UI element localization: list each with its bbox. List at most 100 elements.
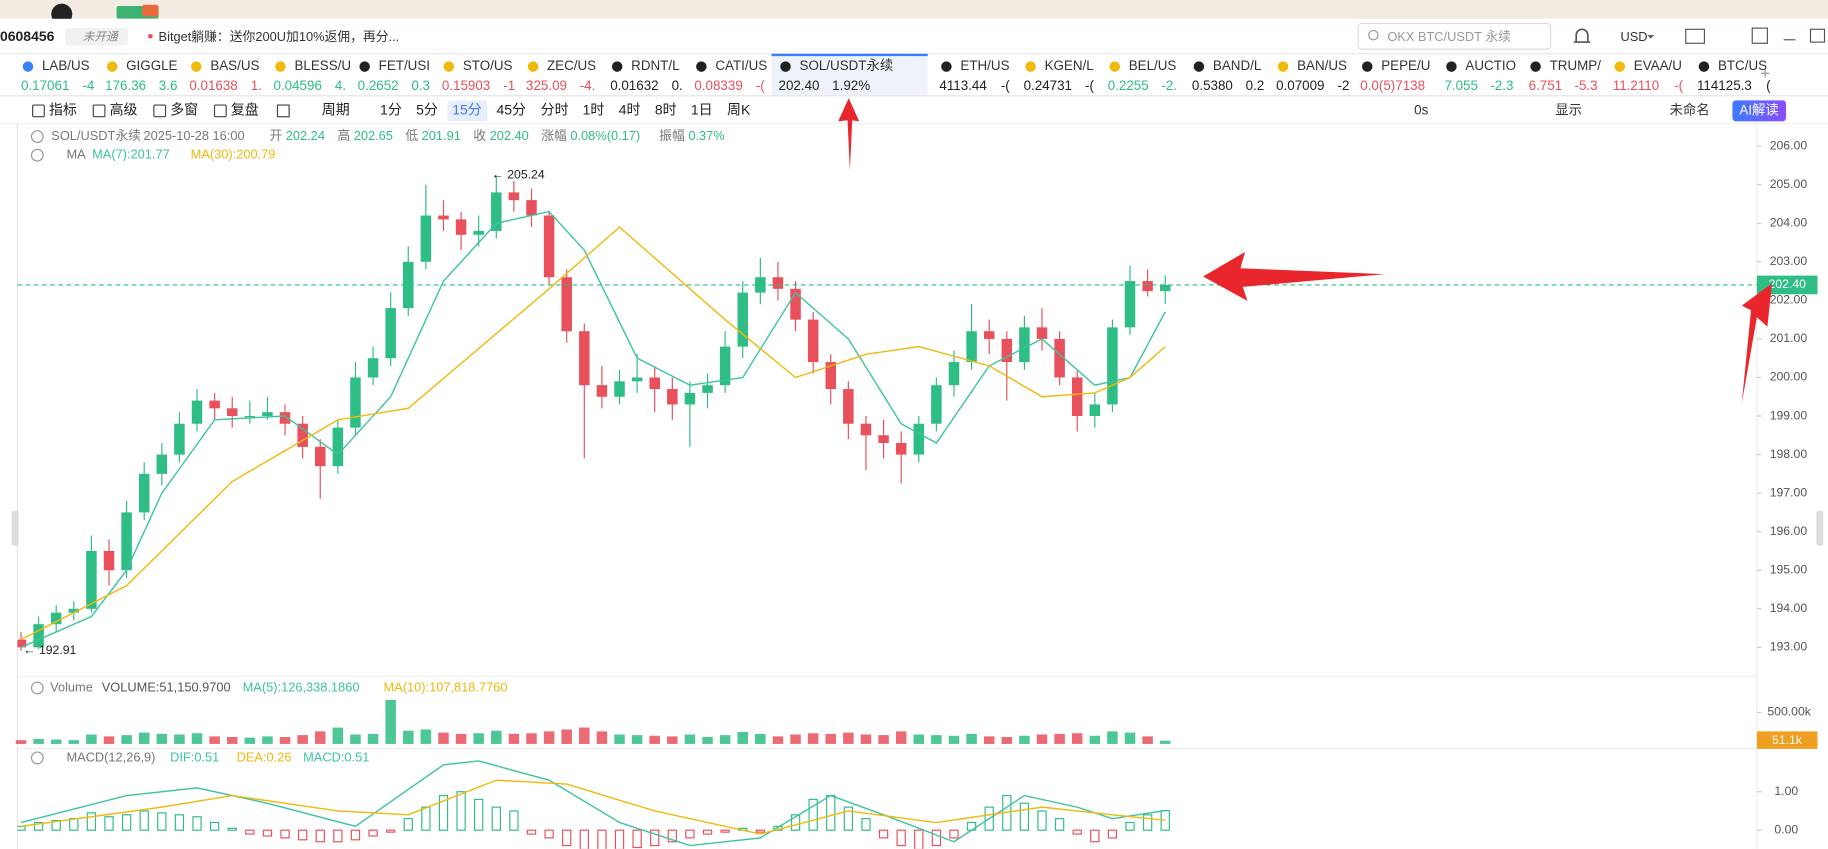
ticker-name[interactable]: CATI/US — [715, 58, 767, 73]
ticker-change[interactable]: -5.3 — [1574, 78, 1597, 93]
interval-button[interactable]: 1时 — [583, 102, 605, 118]
ticker-price[interactable]: 7.055 — [1444, 78, 1478, 93]
ticker-name[interactable]: BEL/US — [1129, 58, 1177, 73]
right-handle[interactable] — [1816, 510, 1824, 546]
maximize-icon[interactable] — [1809, 28, 1826, 43]
ticker-price[interactable]: 0.0(5)7138 — [1360, 78, 1425, 93]
ticker-price[interactable]: 0.17061 — [21, 78, 69, 93]
layout-icon[interactable] — [1751, 27, 1768, 44]
ticker-name[interactable]: LAB/US — [42, 58, 90, 73]
ticker-name[interactable]: ZEC/US — [547, 58, 596, 73]
bell-icon[interactable] — [1573, 28, 1591, 43]
ticker-name[interactable]: BTC/US — [1718, 58, 1767, 73]
ticker-change[interactable]: -2. — [1161, 78, 1177, 93]
pane-toggle[interactable] — [30, 148, 44, 162]
macd-bar — [262, 829, 273, 837]
ticker-name[interactable]: BAS/US — [210, 58, 259, 73]
search-placeholder[interactable]: OKX BTC/USDT 永续 — [1387, 29, 1511, 44]
ticker-change[interactable]: -( — [756, 78, 765, 93]
macd-bar — [192, 816, 202, 831]
ticker-name[interactable]: STO/US — [463, 58, 513, 73]
ticker-change[interactable]: -4. — [580, 78, 596, 93]
ticker-price[interactable]: 0.08339 — [694, 78, 742, 93]
promo-text[interactable]: Bitget躺赚：送你200U加10%返佣，再分... — [159, 29, 400, 44]
ticker-change[interactable]: -( — [1674, 78, 1683, 93]
interval-button[interactable]: 1分 — [380, 102, 402, 118]
macd-tick-label: 0.00 — [1774, 822, 1798, 836]
ticker-name[interactable]: RDNT/L — [631, 58, 679, 73]
ticker-change[interactable]: 1.92% — [832, 78, 870, 93]
interval-button[interactable]: 4时 — [619, 102, 641, 118]
ticker-change[interactable]: 0. — [672, 78, 683, 93]
pane-toggle[interactable] — [30, 751, 44, 765]
ticker-name[interactable]: TRUMP/ — [1550, 58, 1602, 73]
ticker-name[interactable]: BAND/L — [1213, 58, 1261, 73]
ticker-name[interactable]: EVAA/U — [1634, 58, 1682, 73]
ticker-change[interactable]: 0.3 — [411, 78, 430, 93]
interval-button[interactable]: 8时 — [655, 102, 677, 118]
ticker-name[interactable]: FET/USI — [379, 58, 430, 73]
tool-button[interactable]: 多窗 — [170, 102, 198, 118]
toolbar-right-item[interactable]: 未命名 — [1669, 101, 1709, 117]
left-handle[interactable] — [11, 510, 19, 546]
ticker-name[interactable]: BAN/US — [1297, 58, 1347, 73]
volume-bar — [596, 731, 608, 744]
ticker-change[interactable]: -( — [1001, 78, 1010, 93]
tool-button[interactable]: 指标 — [49, 102, 77, 118]
ticker-change[interactable]: -2 — [1338, 78, 1350, 93]
ticker-change[interactable]: 0.2 — [1246, 78, 1265, 93]
ticker-change[interactable]: 3.6 — [159, 78, 178, 93]
ticker-name[interactable]: SOL/USDT永续 — [800, 58, 894, 73]
toolbar-right-item[interactable]: 0s — [1414, 102, 1428, 117]
tool-button[interactable]: 高级 — [110, 102, 138, 118]
ticker-price[interactable]: 0.04596 — [274, 78, 322, 93]
ticker-change[interactable]: 1. — [251, 78, 262, 93]
ticker-price[interactable]: 325.09 — [526, 78, 567, 93]
ticker-change[interactable]: -1 — [503, 78, 515, 93]
ticker-price[interactable]: 0.01638 — [189, 78, 237, 93]
volume-bar — [983, 736, 995, 744]
ticker-price[interactable]: 6.751 — [1529, 78, 1563, 93]
ticker-price[interactable]: 202.40 — [779, 78, 820, 93]
currency-select[interactable]: USD — [1620, 29, 1647, 44]
pane-toggle[interactable] — [30, 130, 44, 143]
interval-button[interactable]: 分时 — [541, 102, 569, 118]
ticker-change[interactable]: 4. — [335, 78, 346, 93]
ticker-price[interactable]: 0.07009 — [1276, 78, 1324, 93]
ticker-change[interactable]: ( — [1766, 78, 1771, 93]
ticker-price[interactable]: 176.36 — [105, 78, 146, 93]
ticker-price[interactable]: 0.5380 — [1192, 78, 1233, 93]
ticker-price[interactable]: 0.15903 — [442, 78, 490, 93]
ticker-price[interactable]: 4113.44 — [939, 78, 987, 93]
mail-icon[interactable] — [1685, 28, 1706, 44]
interval-button[interactable]: 45分 — [496, 102, 526, 118]
ticker-change[interactable]: -4 — [82, 78, 94, 93]
pane-toggle[interactable] — [30, 681, 44, 695]
add-ticker[interactable]: + — [1760, 65, 1770, 83]
ticker-name[interactable]: AUCTIO — [1465, 58, 1516, 73]
tool-button[interactable]: 复盘 — [231, 102, 259, 118]
interval-button[interactable]: 周K — [727, 102, 751, 118]
ticker-price[interactable]: 0.01632 — [610, 78, 658, 93]
ticker-price[interactable]: 0.2652 — [358, 78, 399, 93]
period-select[interactable]: 周期 — [322, 102, 350, 118]
ticker-name[interactable]: KGEN/L — [1045, 58, 1094, 73]
interval-button[interactable]: 5分 — [416, 102, 438, 118]
status-badge[interactable]: 未开通 — [83, 31, 119, 44]
ticker-price[interactable]: 0.24731 — [1024, 78, 1072, 93]
ticker-change[interactable]: -( — [1085, 78, 1094, 93]
ticker-change[interactable]: -2.3 — [1490, 78, 1513, 93]
ticker-name[interactable]: ETH/US — [960, 58, 1009, 73]
search-box[interactable] — [1357, 22, 1552, 50]
ticker-price[interactable]: 114125.3 — [1697, 78, 1752, 93]
ticker-price[interactable]: 0.2255 — [1108, 78, 1149, 93]
ticker-name[interactable]: BLESS/U — [294, 58, 351, 73]
macd-bar — [104, 816, 114, 831]
ticker-name[interactable]: GIGGLE — [126, 58, 177, 73]
interval-button[interactable]: 1日 — [691, 102, 713, 118]
toolbar-right-item[interactable]: 显示 — [1555, 102, 1582, 117]
ticker-price[interactable]: 11.2110 — [1613, 78, 1659, 93]
interval-button[interactable]: 15分 — [452, 102, 482, 118]
toolbar-right-item[interactable]: AI解读 — [1739, 102, 1778, 117]
ticker-name[interactable]: PEPE/U — [1381, 58, 1430, 73]
